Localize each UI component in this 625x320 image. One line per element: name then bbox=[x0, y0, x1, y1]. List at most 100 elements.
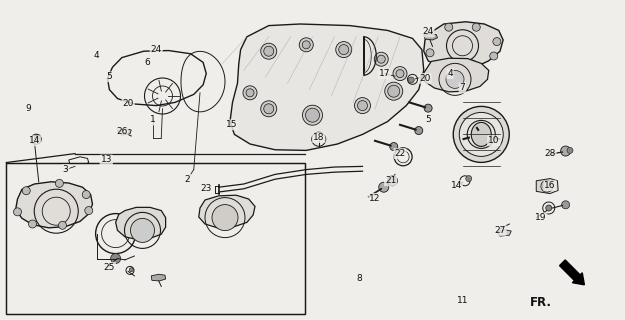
Circle shape bbox=[541, 180, 553, 192]
Circle shape bbox=[56, 179, 63, 187]
Circle shape bbox=[246, 89, 254, 97]
Text: 26: 26 bbox=[116, 127, 128, 136]
Circle shape bbox=[562, 201, 569, 209]
Circle shape bbox=[445, 23, 452, 31]
Circle shape bbox=[243, 86, 257, 100]
Circle shape bbox=[264, 104, 274, 114]
Text: 11: 11 bbox=[457, 296, 468, 305]
Text: 18: 18 bbox=[313, 133, 324, 142]
Circle shape bbox=[561, 146, 571, 156]
Circle shape bbox=[408, 77, 414, 83]
Polygon shape bbox=[536, 179, 558, 194]
Circle shape bbox=[261, 43, 277, 59]
Circle shape bbox=[302, 105, 322, 125]
Circle shape bbox=[546, 205, 552, 211]
Text: 17: 17 bbox=[379, 69, 390, 78]
Text: 20: 20 bbox=[419, 74, 431, 83]
Circle shape bbox=[374, 52, 388, 66]
Circle shape bbox=[306, 108, 319, 122]
Text: 25: 25 bbox=[104, 263, 115, 272]
Polygon shape bbox=[199, 195, 255, 228]
Circle shape bbox=[357, 100, 367, 111]
Text: 12: 12 bbox=[369, 194, 381, 203]
Circle shape bbox=[393, 67, 407, 81]
Circle shape bbox=[111, 253, 121, 264]
Polygon shape bbox=[497, 230, 511, 236]
Text: 7: 7 bbox=[459, 84, 466, 92]
Circle shape bbox=[129, 268, 133, 272]
Ellipse shape bbox=[471, 122, 491, 147]
Text: 4: 4 bbox=[448, 69, 452, 78]
Text: 9: 9 bbox=[25, 104, 31, 113]
Circle shape bbox=[472, 23, 480, 31]
Circle shape bbox=[261, 101, 277, 117]
Text: 24: 24 bbox=[422, 28, 434, 36]
Circle shape bbox=[14, 208, 21, 216]
Circle shape bbox=[385, 82, 402, 100]
Circle shape bbox=[59, 221, 66, 229]
Text: 3: 3 bbox=[62, 165, 69, 174]
Circle shape bbox=[493, 38, 501, 46]
Text: 5: 5 bbox=[425, 116, 431, 124]
Circle shape bbox=[424, 104, 432, 112]
Polygon shape bbox=[230, 24, 424, 150]
Text: 13: 13 bbox=[101, 156, 112, 164]
Circle shape bbox=[302, 41, 310, 49]
Circle shape bbox=[378, 55, 385, 63]
Circle shape bbox=[388, 85, 400, 97]
Circle shape bbox=[396, 70, 404, 78]
Polygon shape bbox=[151, 274, 166, 281]
Text: 5: 5 bbox=[106, 72, 112, 81]
Circle shape bbox=[379, 182, 389, 192]
Circle shape bbox=[131, 218, 154, 243]
Polygon shape bbox=[424, 22, 503, 70]
Circle shape bbox=[264, 46, 274, 56]
Text: 8: 8 bbox=[356, 274, 362, 283]
Text: 2: 2 bbox=[185, 175, 190, 184]
Text: FR.: FR. bbox=[530, 296, 552, 309]
Circle shape bbox=[453, 106, 509, 163]
Circle shape bbox=[426, 49, 434, 57]
Text: 27: 27 bbox=[494, 226, 506, 235]
Text: 4: 4 bbox=[94, 52, 100, 60]
Circle shape bbox=[85, 207, 92, 214]
Polygon shape bbox=[118, 129, 131, 135]
Circle shape bbox=[415, 126, 422, 134]
Circle shape bbox=[22, 187, 30, 195]
Polygon shape bbox=[116, 207, 166, 239]
Circle shape bbox=[490, 52, 498, 60]
Circle shape bbox=[82, 190, 90, 198]
Circle shape bbox=[388, 176, 398, 186]
Circle shape bbox=[299, 38, 313, 52]
Text: 22: 22 bbox=[394, 149, 406, 158]
Text: 23: 23 bbox=[201, 184, 212, 193]
Circle shape bbox=[34, 135, 41, 140]
Text: 21: 21 bbox=[385, 176, 396, 185]
Polygon shape bbox=[16, 182, 92, 228]
Circle shape bbox=[354, 98, 371, 114]
Circle shape bbox=[466, 176, 472, 181]
Circle shape bbox=[459, 112, 503, 156]
Text: 20: 20 bbox=[122, 100, 134, 108]
Circle shape bbox=[390, 142, 398, 151]
Text: 14: 14 bbox=[451, 181, 462, 190]
Circle shape bbox=[468, 60, 476, 68]
Text: 24: 24 bbox=[151, 45, 162, 54]
Circle shape bbox=[446, 70, 464, 88]
Text: 15: 15 bbox=[226, 120, 237, 129]
Circle shape bbox=[339, 44, 349, 55]
Polygon shape bbox=[424, 58, 489, 92]
Circle shape bbox=[29, 220, 36, 228]
Polygon shape bbox=[6, 163, 305, 314]
Circle shape bbox=[336, 42, 352, 58]
FancyArrow shape bbox=[559, 260, 584, 285]
Circle shape bbox=[567, 148, 573, 153]
Text: 19: 19 bbox=[535, 213, 546, 222]
Text: 16: 16 bbox=[544, 181, 556, 190]
Text: 28: 28 bbox=[544, 149, 556, 158]
Polygon shape bbox=[424, 34, 438, 40]
Circle shape bbox=[445, 60, 452, 68]
Text: 6: 6 bbox=[144, 58, 150, 67]
Text: 1: 1 bbox=[150, 116, 156, 124]
Text: 10: 10 bbox=[488, 136, 499, 145]
